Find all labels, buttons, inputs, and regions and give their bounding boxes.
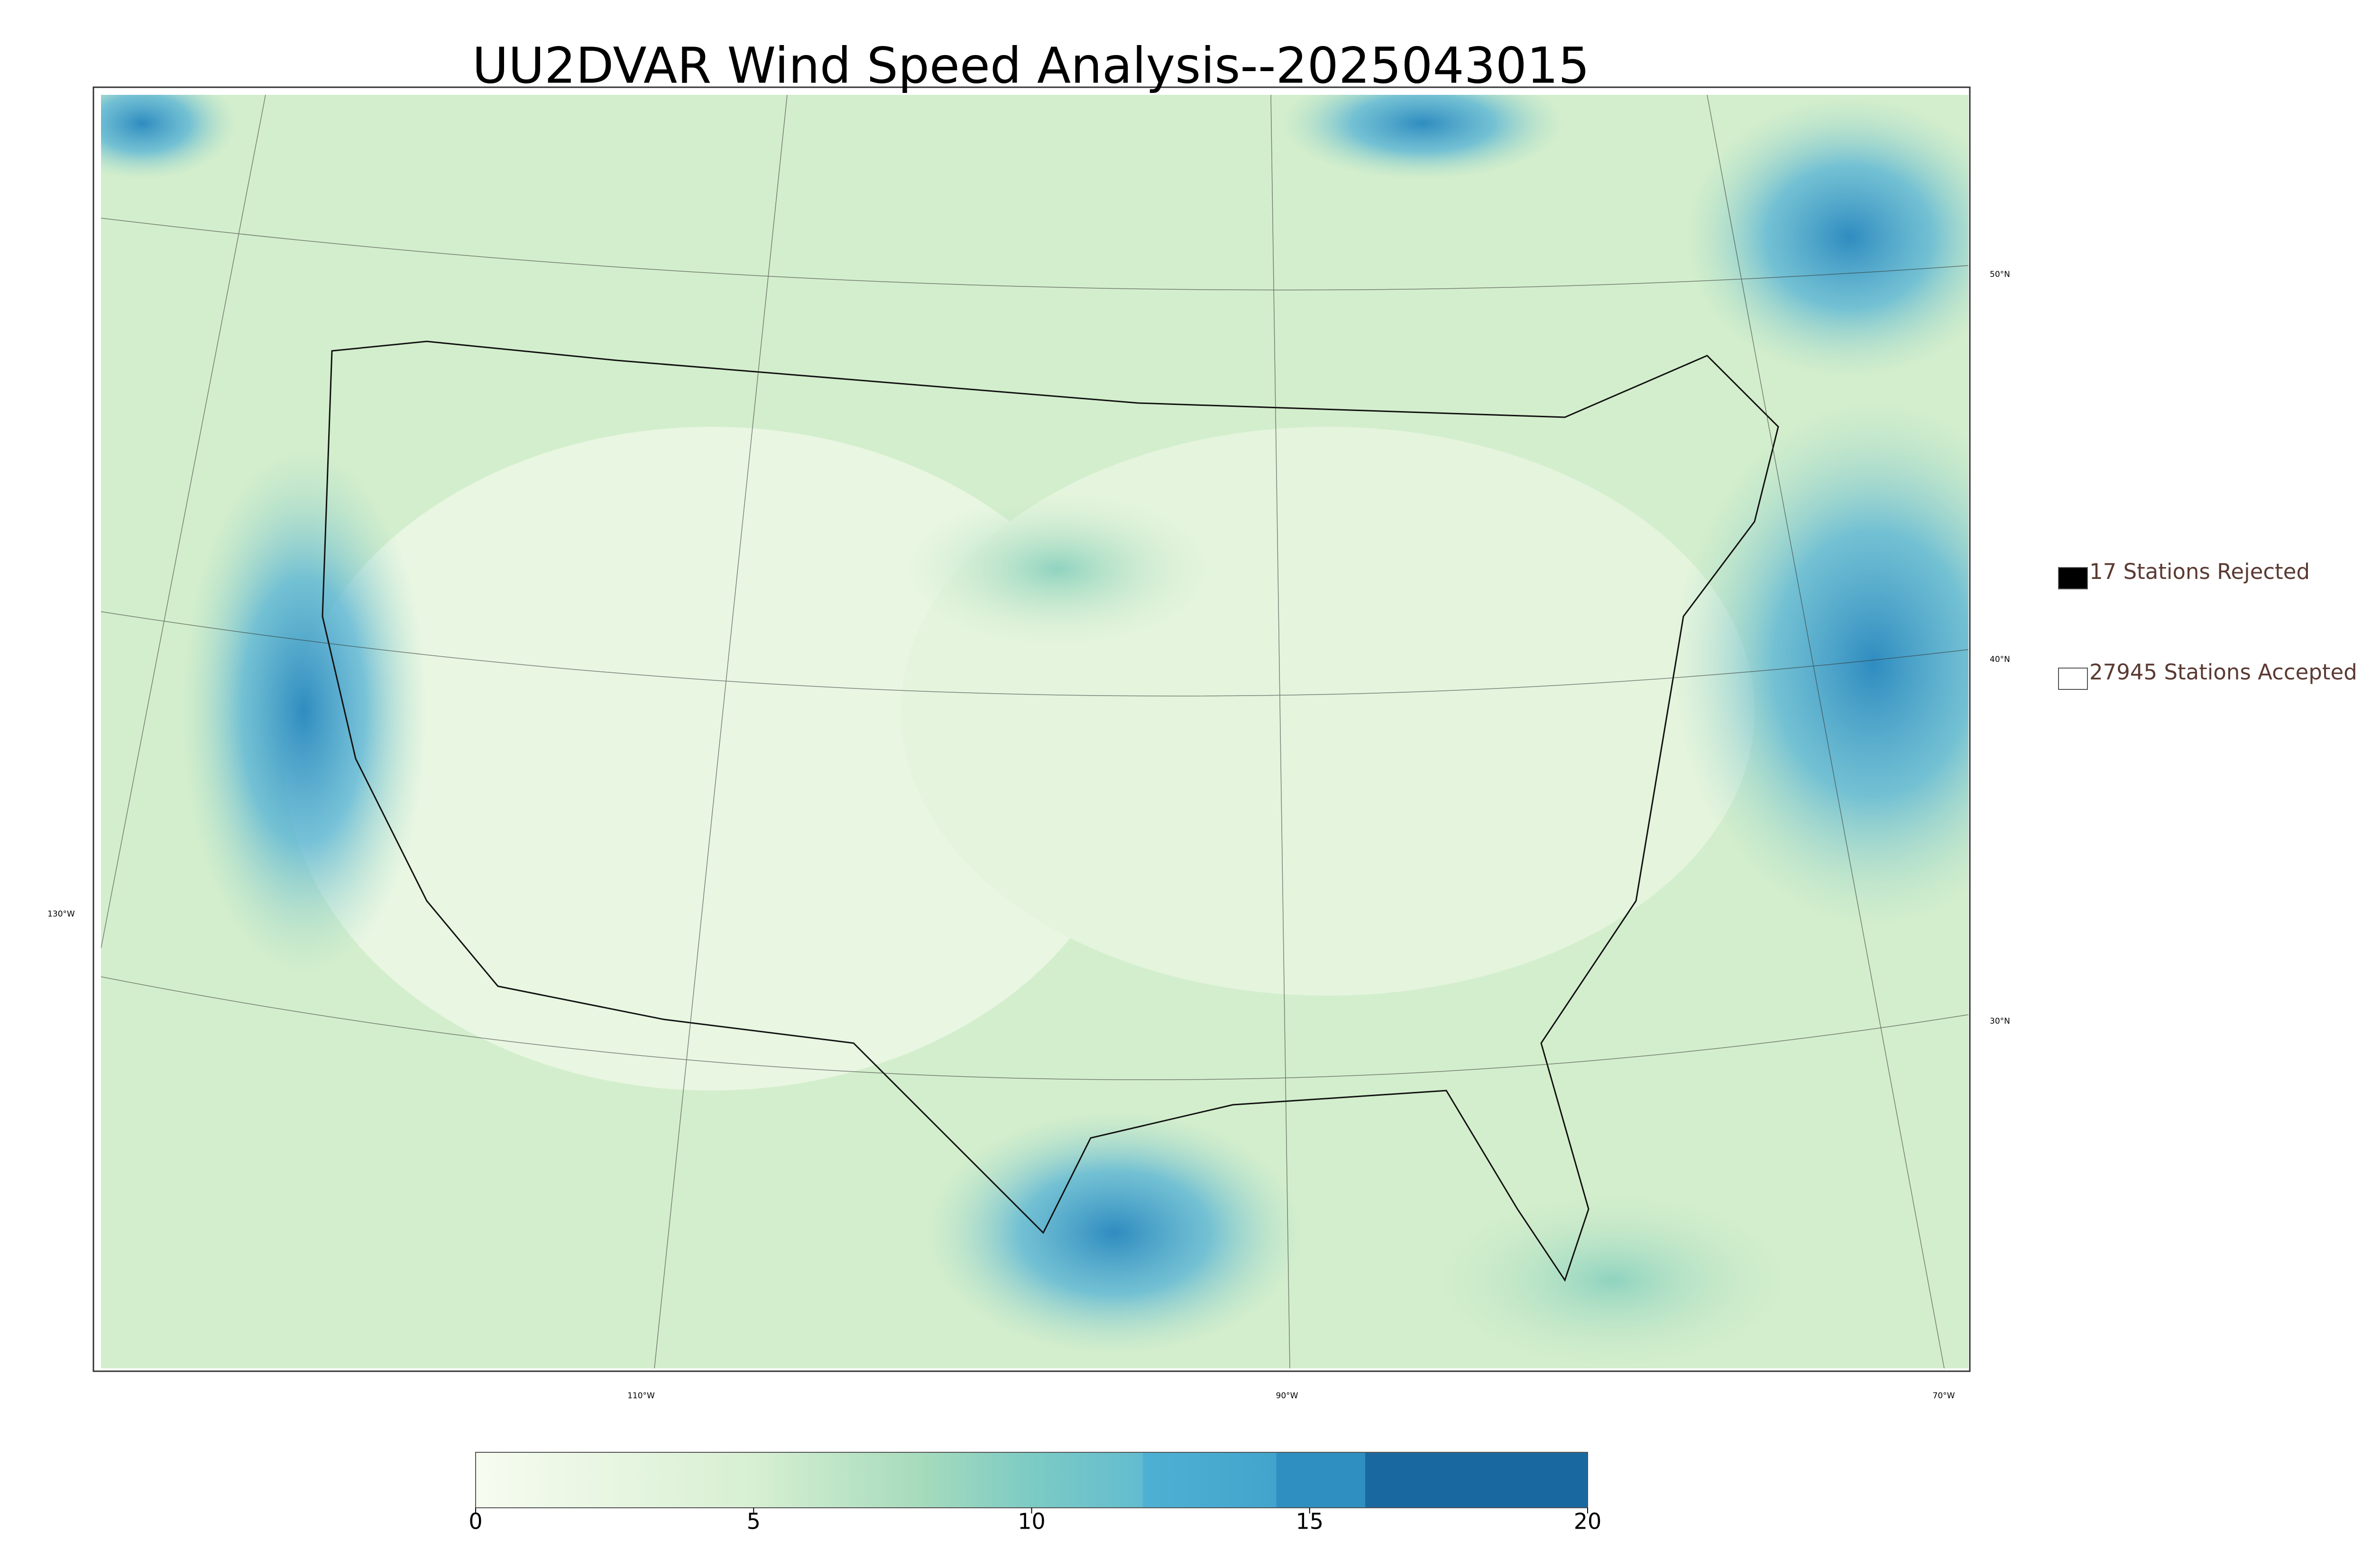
map-title: UU2DVAR Wind Speed Analysis--2025043015	[472, 37, 1590, 94]
wind-field	[101, 95, 1968, 1368]
longitude-label: 90°W	[1276, 1391, 1298, 1401]
colorbar-tick-label: 20	[1574, 1509, 1602, 1534]
legend-swatch	[2058, 567, 2088, 589]
colorbar-tick-label: 15	[1296, 1509, 1323, 1534]
latitude-label: 40°N	[1990, 655, 2010, 664]
legend-label: 27945 Stations Accepted	[2089, 660, 2357, 685]
colorbar	[475, 1452, 1588, 1508]
colorbar-ticks: 0 5 10 15 20	[469, 1508, 1601, 1534]
legend: 17 Stations Rejected 27945 Stations Accep…	[2058, 559, 2357, 690]
latitude-label: 30°N	[1990, 1017, 2010, 1026]
legend-label: 17 Stations Rejected	[2089, 559, 2310, 584]
colorbar-tick-label: 0	[469, 1509, 482, 1534]
legend-swatch	[2058, 668, 2088, 690]
longitude-label: 110°W	[627, 1391, 655, 1401]
colorbar-tick-label: 5	[747, 1509, 761, 1534]
latitude-label: 50°N	[1990, 270, 2010, 279]
longitude-label: 70°W	[1933, 1391, 1955, 1401]
colorbar-tick-label: 10	[1018, 1509, 1046, 1534]
longitude-label: 130°W	[47, 909, 75, 919]
graticule-labels: 50°N 40°N 30°N 130°W 110°W 90°W 70°W	[47, 270, 2010, 1401]
